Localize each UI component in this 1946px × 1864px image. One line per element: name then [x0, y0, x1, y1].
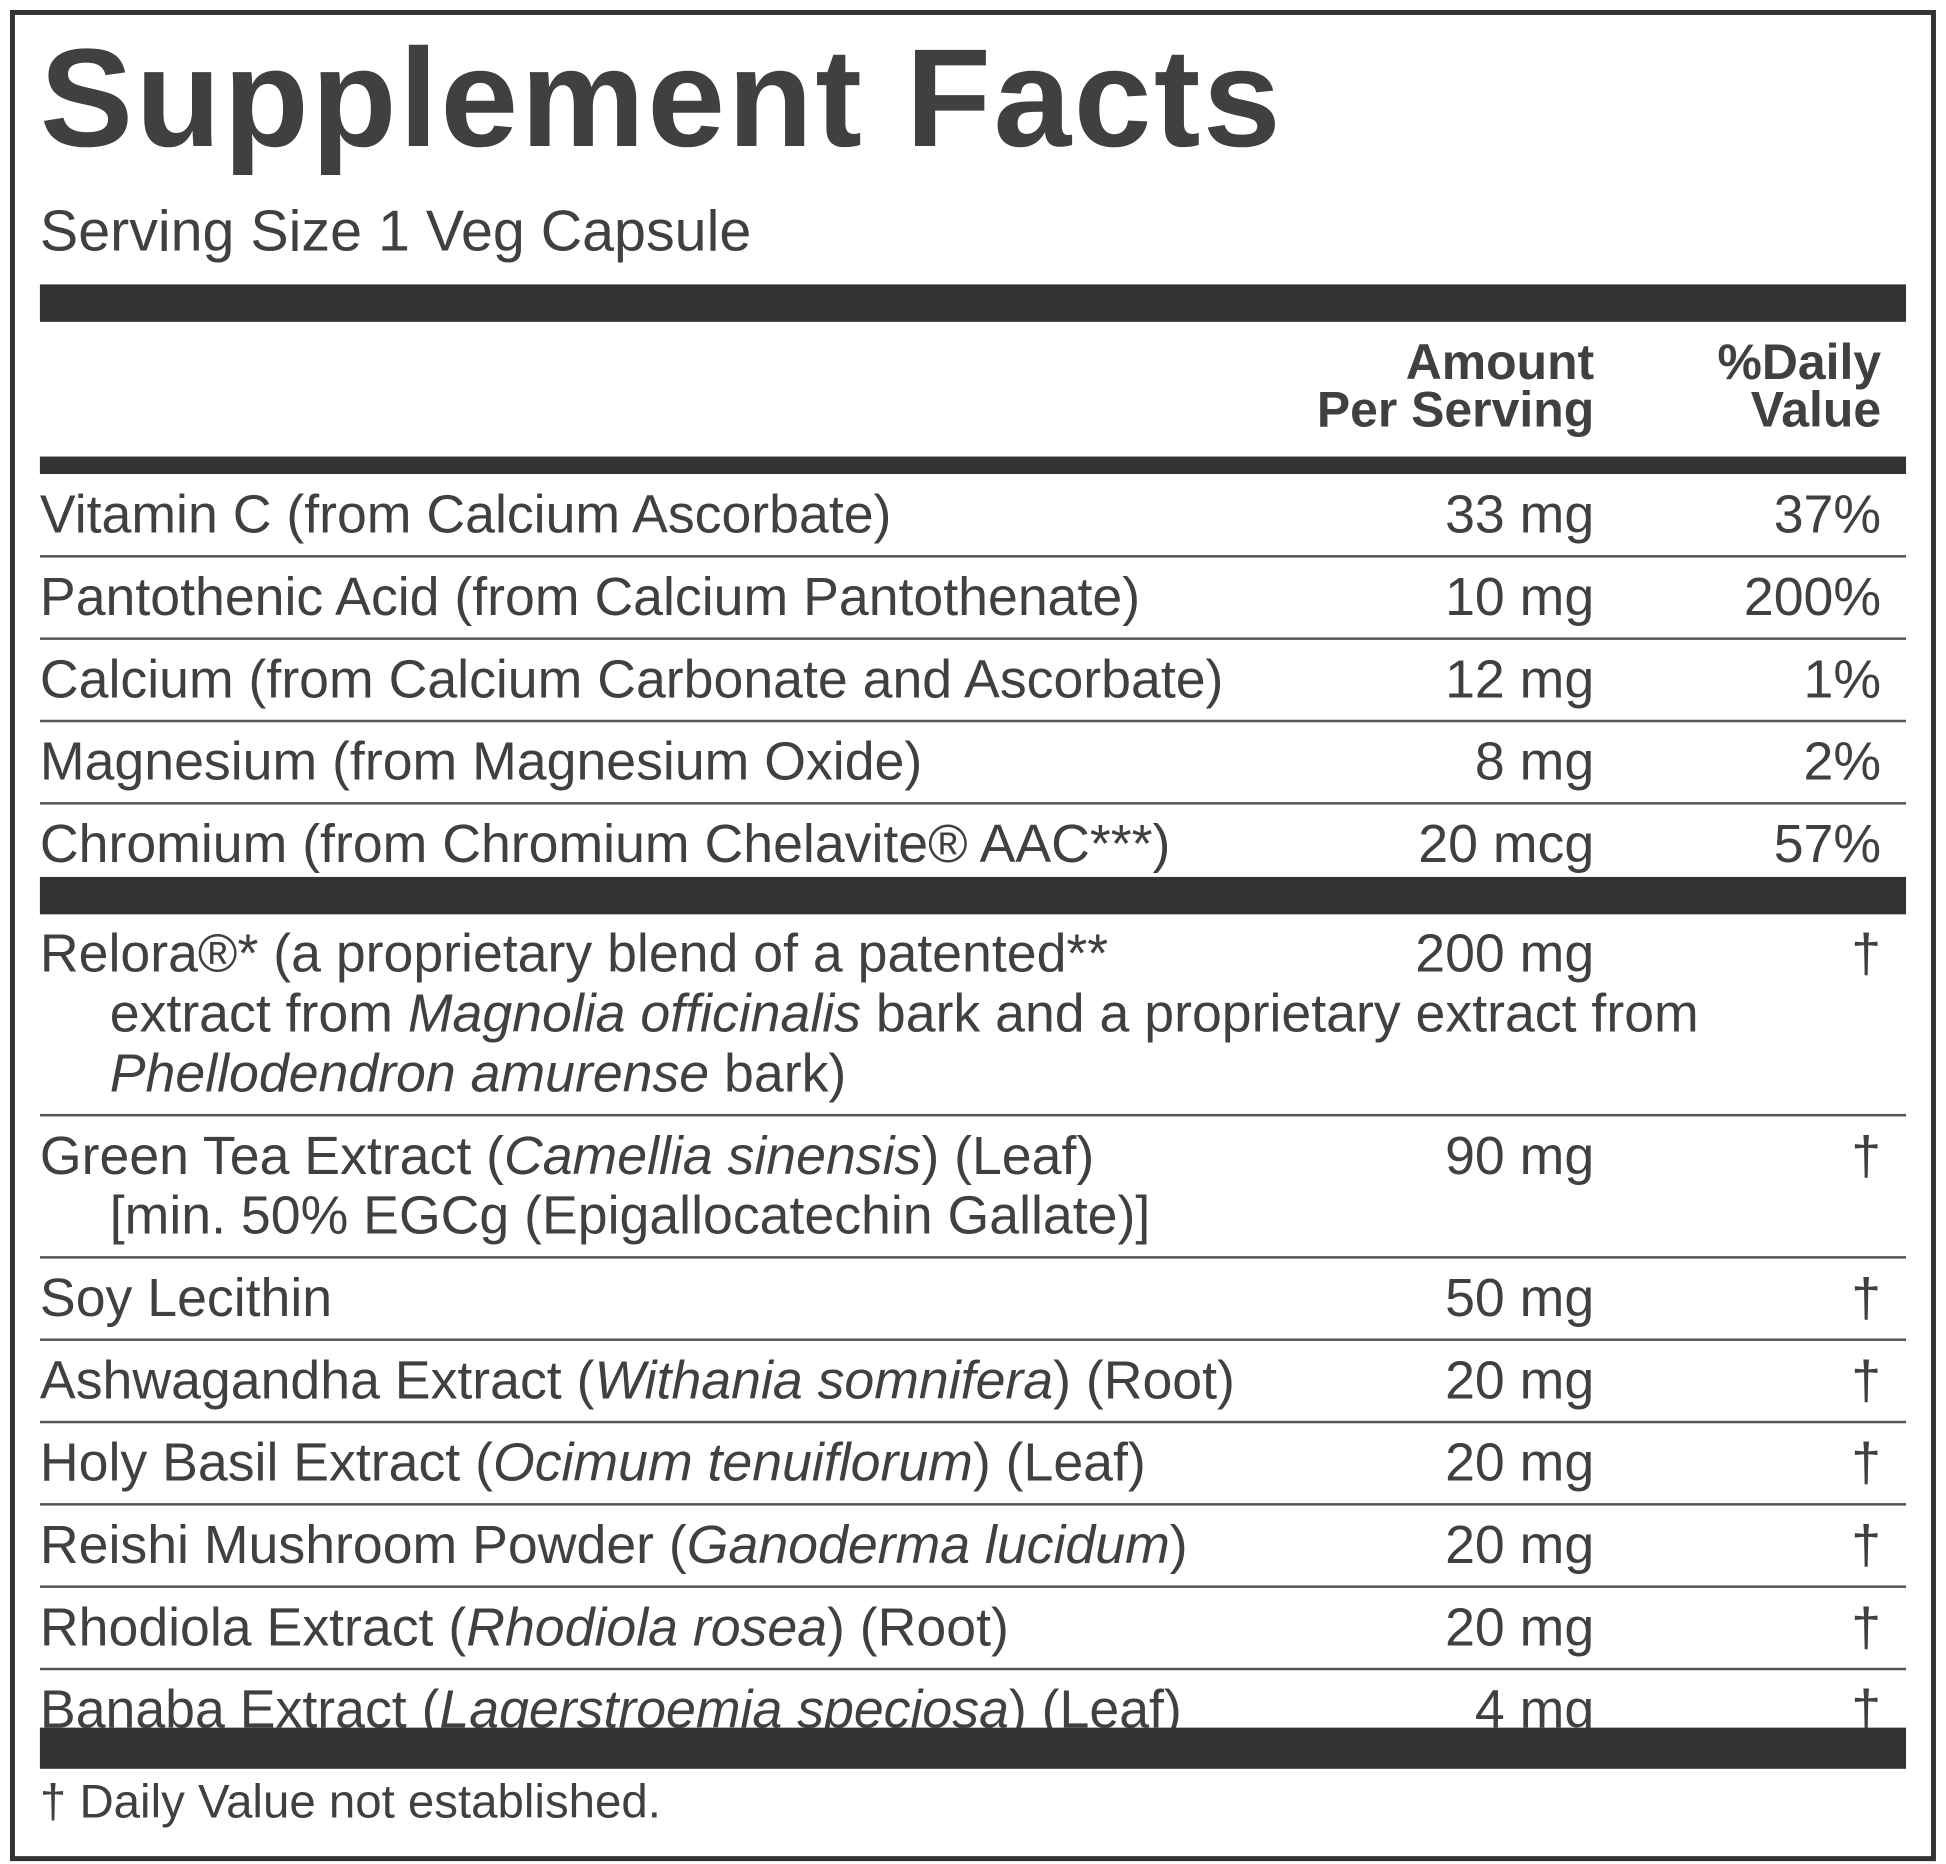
- amount: 12 mg: [1445, 649, 1595, 710]
- amount: 20 mg: [1445, 1433, 1595, 1494]
- header-line: Amount: [1405, 335, 1595, 391]
- amount: 90 mg: [1445, 1126, 1595, 1187]
- text: Relora®* (a proprietary blend of a paten…: [39, 924, 1109, 985]
- text: [min. 50% EGCg (Epigallocatechin Gallate…: [109, 1186, 1151, 1247]
- ingredient-list: Relora®* (a proprietary blend of a paten…: [39, 914, 1907, 1750]
- row: Rhodiola Extract (Rhodiola rosea) (Root)…: [39, 1588, 1907, 1671]
- header-line: Per Serving: [1316, 382, 1595, 438]
- row: Chromium (from Chromium Chelavite® AAC**…: [40, 805, 1906, 885]
- daily-value: 37%: [1773, 485, 1882, 546]
- daily-value: †: [1851, 924, 1882, 985]
- daily-value: †: [1851, 1597, 1882, 1658]
- row: Vitamin C (from Calcium Ascorbate) 33 mg 3…: [39, 475, 1907, 558]
- row: Magnesium (from Magnesium Oxide) 8 mg 2%: [39, 722, 1907, 805]
- row: Reishi Mushroom Powder (Ganoderma lucidu…: [39, 1506, 1907, 1588]
- text: Soy Lecithin: [39, 1268, 333, 1329]
- text: Reishi Mushroom Powder (: [39, 1515, 687, 1576]
- amount: 10 mg: [1445, 567, 1595, 628]
- daily-value: 200%: [1743, 567, 1882, 628]
- italic-text: Camellia sinensis: [503, 1126, 922, 1187]
- name-line: Green Tea Extract (Camellia sinensis) (L…: [40, 1126, 1906, 1186]
- text: ) (Root): [1053, 1350, 1235, 1411]
- italic-text: Ocimum tenuiflorum: [492, 1433, 973, 1494]
- name-line: Holy Basil Extract (Ocimum tenuiflorum) …: [40, 1433, 1906, 1493]
- nutrient-list: Vitamin C (from Calcium Ascorbate) 33 mg 3…: [39, 475, 1907, 885]
- text: Rhodiola Extract (: [39, 1597, 467, 1658]
- amount: 33 mg: [1445, 485, 1595, 546]
- text: Magnesium (from Magnesium Oxide): [39, 732, 923, 793]
- daily-value: †: [1851, 1515, 1882, 1576]
- daily-value-header: %Daily Value: [1717, 335, 1882, 438]
- thick-bar: [39, 876, 1907, 915]
- italic-text: Phellodendron amurense: [109, 1044, 710, 1104]
- medium-bar: [39, 456, 1907, 475]
- name-line: Reishi Mushroom Powder (Ganoderma lucidu…: [40, 1516, 1906, 1576]
- name-line: Ashwagandha Extract (Withania somnifera)…: [40, 1351, 1906, 1411]
- text: extract from: [109, 984, 408, 1045]
- amount: 20 mg: [1445, 1515, 1595, 1576]
- daily-value: 57%: [1773, 814, 1882, 875]
- italic-text: Ganoderma lucidum: [686, 1515, 1170, 1576]
- text: Green Tea Extract (: [39, 1126, 504, 1187]
- text: ): [1169, 1515, 1188, 1576]
- name-line: Chromium (from Chromium Chelavite® AAC**…: [40, 815, 1906, 875]
- daily-value: †: [1851, 1126, 1882, 1187]
- text: ) (Root): [827, 1597, 1009, 1658]
- daily-value: †: [1851, 1350, 1882, 1411]
- thick-bar: [39, 284, 1907, 322]
- row: Relora®* (a proprietary blend of a paten…: [39, 914, 1907, 1117]
- name-line: Relora®* (a proprietary blend of a paten…: [40, 924, 1906, 984]
- name-line: Calcium (from Calcium Carbonate and Asco…: [40, 650, 1906, 710]
- name-line: Pantothenic Acid (from Calcium Pantothen…: [40, 568, 1906, 628]
- row: Calcium (from Calcium Carbonate and Asco…: [39, 640, 1907, 723]
- name-line: Magnesium (from Magnesium Oxide): [40, 732, 1906, 792]
- name-line: Vitamin C (from Calcium Ascorbate): [40, 485, 1906, 545]
- header-line: Value: [1750, 382, 1882, 438]
- amount: 50 mg: [1445, 1268, 1595, 1329]
- footnote: † Daily Value not established.: [39, 1776, 661, 1829]
- text: ) (Leaf): [972, 1433, 1146, 1494]
- text: Ashwagandha Extract (: [39, 1350, 595, 1411]
- italic-text: Magnolia officinalis: [407, 984, 861, 1045]
- daily-value: †: [1851, 1268, 1882, 1329]
- italic-text: Rhodiola rosea: [466, 1597, 828, 1658]
- text: Pantothenic Acid (from Calcium Pantothen…: [39, 567, 1141, 628]
- label-border: [9, 9, 1936, 1862]
- name-line: [min. 50% EGCg (Epigallocatechin Gallate…: [40, 1186, 1906, 1246]
- italic-text: Withania somnifera: [594, 1350, 1054, 1411]
- thick-bar: [39, 1727, 1907, 1769]
- name-line: Phellodendron amurense bark): [40, 1044, 1906, 1104]
- name-line: Rhodiola Extract (Rhodiola rosea) (Root): [40, 1598, 1906, 1658]
- name-line: Soy Lecithin: [40, 1269, 1906, 1329]
- row: Holy Basil Extract (Ocimum tenuiflorum) …: [39, 1423, 1907, 1506]
- name-line: extract from Magnolia officinalis bark a…: [40, 984, 1906, 1044]
- amount: 20 mg: [1445, 1597, 1595, 1658]
- daily-value: †: [1851, 1433, 1882, 1494]
- amount: 20 mg: [1445, 1350, 1595, 1411]
- text: ) (Leaf): [921, 1126, 1095, 1187]
- row: Ashwagandha Extract (Withania somnifera)…: [39, 1341, 1907, 1424]
- daily-value: 1%: [1803, 649, 1882, 710]
- amount: 20 mcg: [1418, 814, 1595, 875]
- text: Calcium (from Calcium Carbonate and Asco…: [39, 649, 1224, 710]
- daily-value: 2%: [1803, 732, 1882, 793]
- text: Holy Basil Extract (: [39, 1433, 493, 1494]
- row: Soy Lecithin 50 mg †: [39, 1259, 1907, 1341]
- text: Chromium (from Chromium Chelavite® AAC**…: [39, 814, 1171, 875]
- amount: 8 mg: [1474, 732, 1595, 793]
- title: Supplement Facts: [39, 19, 1284, 176]
- amount: 200 mg: [1415, 924, 1595, 985]
- row: Pantothenic Acid (from Calcium Pantothen…: [39, 558, 1907, 640]
- header-line: %Daily: [1717, 335, 1882, 391]
- text: bark and a proprietary extract from: [860, 984, 1699, 1045]
- text: Vitamin C (from Calcium Ascorbate): [39, 485, 892, 546]
- text: bark): [709, 1044, 847, 1104]
- row: Green Tea Extract (Camellia sinensis) (L…: [39, 1116, 1907, 1259]
- serving-size: Serving Size 1 Veg Capsule: [39, 198, 752, 264]
- amount-header: Amount Per Serving: [1316, 335, 1595, 438]
